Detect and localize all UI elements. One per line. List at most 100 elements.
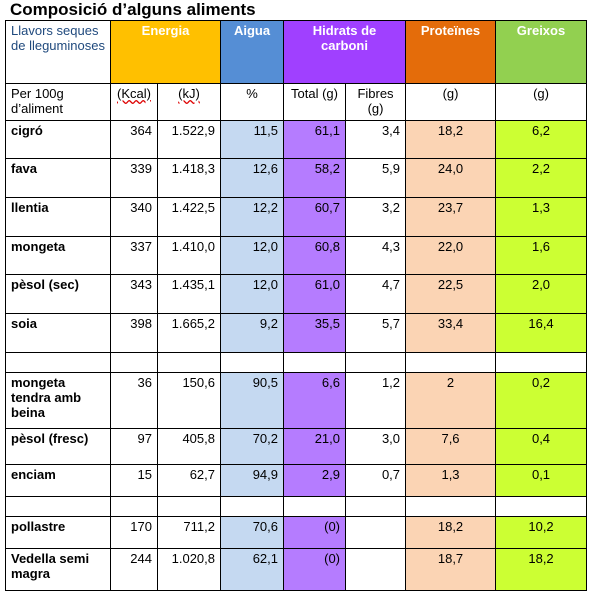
title: Composició d’alguns aliments	[10, 0, 256, 19]
table-row: llentia 340 1.422,5 12,2 60,7 3,2 23,7 1,3	[5, 197, 588, 237]
table-row: soia 398 1.665,2 9,2 35,5 5,7 33,4 16,4	[5, 313, 588, 353]
value-cell: 58,2	[283, 158, 346, 198]
blank-cell	[495, 352, 588, 373]
value-cell: 170	[110, 516, 158, 549]
food-name: cigró	[5, 120, 111, 159]
value-cell: 1.418,3	[157, 158, 221, 198]
value-cell: 62,1	[220, 548, 284, 591]
column-header: Energia	[110, 20, 221, 84]
value-cell: 61,0	[283, 274, 346, 314]
value-cell: 10,2	[495, 516, 588, 549]
value-cell: 12,2	[220, 197, 284, 237]
table-row	[5, 352, 588, 373]
value-cell: 2	[405, 372, 497, 429]
food-name: llentia	[5, 197, 111, 237]
blank-cell	[405, 352, 497, 373]
blank-cell	[157, 352, 221, 373]
food-name: mongeta tendra amb beina	[5, 372, 111, 429]
unit-header: (kJ)	[157, 83, 221, 121]
unit-header: Per 100g d’aliment	[5, 83, 111, 121]
column-header: Proteïnes	[405, 20, 497, 84]
value-cell: 1.435,1	[157, 274, 221, 314]
value-cell: 398	[110, 313, 158, 353]
unit-header: Total (g)	[283, 83, 346, 121]
value-cell: 0,7	[344, 464, 407, 497]
value-cell: 337	[110, 236, 158, 275]
table-row: Per 100g d’aliment (Kcal) (kJ)% Total (g) Fi…	[5, 83, 588, 121]
value-cell: 1.020,8	[157, 548, 221, 591]
table-row: Vedella semi magra 244 1.020,8 62,1 (0) 18,7 1…	[5, 548, 588, 591]
blank-cell	[157, 496, 221, 517]
value-cell: 244	[110, 548, 158, 591]
value-cell: 0,2	[495, 372, 588, 429]
value-cell: 4,3	[344, 236, 407, 275]
value-cell: 24,0	[405, 158, 497, 198]
value-cell: 15	[110, 464, 158, 497]
food-name: pollastre	[5, 516, 111, 549]
value-cell: 5,9	[344, 158, 407, 198]
blank-cell	[344, 496, 407, 517]
value-cell: 33,4	[405, 313, 497, 353]
value-cell: 12,0	[220, 236, 284, 275]
value-cell: 62,7	[157, 464, 221, 497]
value-cell: 70,2	[220, 428, 284, 465]
value-cell	[344, 516, 407, 549]
blank-cell	[283, 352, 346, 373]
value-cell: 711,2	[157, 516, 221, 549]
value-cell: 405,8	[157, 428, 221, 465]
value-cell: 340	[110, 197, 158, 237]
value-cell	[344, 548, 407, 591]
table-row	[5, 496, 588, 517]
blank-cell	[405, 496, 497, 517]
blank-cell	[110, 496, 158, 517]
value-cell: 18,2	[405, 120, 497, 159]
value-cell: 23,7	[405, 197, 497, 237]
value-cell: 1,3	[405, 464, 497, 497]
table-row: pèsol (sec) 343 1.435,1 12,0 61,0 4,7 22,5 2,0	[5, 274, 588, 314]
value-cell: 3,2	[344, 197, 407, 237]
value-cell: 3,4	[344, 120, 407, 159]
value-cell: 2,0	[495, 274, 588, 314]
column-header: Aigua	[220, 20, 284, 84]
food-name: pèsol (sec)	[5, 274, 111, 314]
nutrition-table: Llavors seques de lleguminoses Energia Aig…	[5, 20, 588, 591]
value-cell: 150,6	[157, 372, 221, 429]
value-cell: 2,2	[495, 158, 588, 198]
table-row: pollastre 170 711,2 70,6 (0) 18,2 10,2	[5, 516, 588, 549]
value-cell: 5,7	[344, 313, 407, 353]
value-cell: 18,2	[405, 516, 497, 549]
blank-cell	[5, 496, 111, 517]
value-cell: 22,0	[405, 236, 497, 275]
food-name: fava	[5, 158, 111, 198]
value-cell: 343	[110, 274, 158, 314]
value-cell: 4,7	[344, 274, 407, 314]
value-cell: 0,4	[495, 428, 588, 465]
value-cell: 0,1	[495, 464, 588, 497]
value-cell: 12,6	[220, 158, 284, 198]
value-cell: 70,6	[220, 516, 284, 549]
blank-cell	[344, 352, 407, 373]
value-cell: 1,2	[344, 372, 407, 429]
value-cell: 94,9	[220, 464, 284, 497]
value-cell: 35,5	[283, 313, 346, 353]
food-name: pèsol (fresc)	[5, 428, 111, 465]
value-cell: (0)	[283, 516, 346, 549]
value-cell: 18,7	[405, 548, 497, 591]
food-name: mongeta	[5, 236, 111, 275]
value-cell: 16,4	[495, 313, 588, 353]
food-name: soia	[5, 313, 111, 353]
value-cell: 9,2	[220, 313, 284, 353]
blank-cell	[5, 352, 111, 373]
value-cell: 12,0	[220, 274, 284, 314]
value-cell: 11,5	[220, 120, 284, 159]
value-cell: 1.422,5	[157, 197, 221, 237]
table-row: mongeta 337 1.410,0 12,0 60,8 4,3 22,0 1,6	[5, 236, 588, 275]
unit-header: (g)	[405, 83, 497, 121]
blank-cell	[283, 496, 346, 517]
value-cell: 1.522,9	[157, 120, 221, 159]
value-cell: 2,9	[283, 464, 346, 497]
unit-header: (g)	[495, 83, 588, 121]
table-row: mongeta tendra amb beina 36 150,6 90,5 6,6 1,…	[5, 372, 588, 429]
value-cell: 60,8	[283, 236, 346, 275]
blank-cell	[220, 352, 284, 373]
